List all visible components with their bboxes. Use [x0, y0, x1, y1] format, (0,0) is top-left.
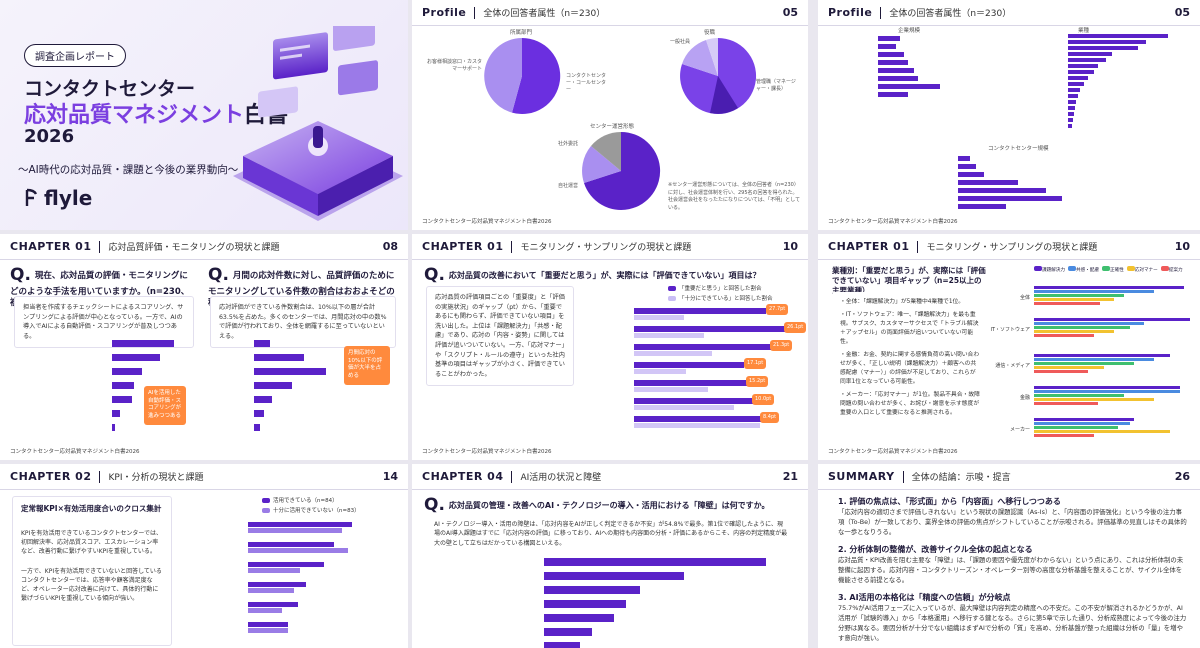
page-header: CHAPTER 01 モニタリング・サンプリングの現状と課題 10: [412, 234, 808, 260]
legend-important: 「重要だと思う」と回答した割合: [668, 284, 762, 292]
chart-label-position: 役職: [704, 30, 716, 36]
summary-heading-3: 3. AI活用の本格化は「精度への信頼」が分岐点: [838, 593, 1011, 602]
legend-utilized: 活用できている（n=84）: [262, 496, 338, 504]
page-header: CHAPTER 01 モニタリング・サンプリングの現状と課題 10: [818, 234, 1200, 260]
cover-subtitle: 〜AI時代の応対品質・課題と今後の業界動向〜: [18, 164, 239, 176]
pie-label: 一般社員: [669, 39, 690, 45]
section-title: モニタリング・サンプリングの現状と課題: [926, 243, 1098, 253]
page-header: CHAPTER 02 KPI・分析の現状と課題 14: [0, 464, 408, 490]
page-footer: コンタクトセンター応対品質マネジメント白書2026: [422, 449, 552, 455]
cover-illustration: [233, 26, 403, 221]
section-tag: CHAPTER 01: [828, 240, 910, 253]
profile-page-pies: Profile 全体の回答者属性（n＝230） 05 所属部門 お客様相談窓口・…: [412, 0, 808, 230]
operation-note: ※センター運営形態については、全体の回答者（n=230）に対し、社会運営体制を行…: [668, 182, 801, 211]
section-tag: CHAPTER 01: [10, 240, 92, 253]
summary-text-1: 「応対内容の適切さまで評価しきれない」という現状の課題認識（As-Is）と、「内…: [838, 508, 1187, 536]
description-2: 応対評価ができている件数割合は、10%以下の層が合計63.5%を占めた。多くのセ…: [210, 296, 396, 349]
chapter01-page10-industry: CHAPTER 01 モニタリング・サンプリングの現状と課題 10 業種別：「重…: [818, 234, 1200, 460]
industry-label: メーカー: [1009, 427, 1030, 433]
pie-label: 社外委託: [557, 141, 578, 147]
section-title: KPI・分析の現状と課題: [108, 473, 204, 483]
page-header: CHAPTER 01 応対品質評価・モニタリングの現状と課題 08: [0, 234, 408, 260]
page-header: SUMMARY 全体の結論：示唆・提言 26: [818, 464, 1200, 490]
section-title: モニタリング・サンプリングの現状と課題: [520, 243, 692, 253]
page-number: 08: [382, 240, 398, 253]
page-number: 10: [782, 240, 798, 253]
flyle-logo-icon: [25, 188, 38, 206]
page-number: 10: [1174, 240, 1190, 253]
page-header: Profile 全体の回答者属性（n＝230） 05: [412, 0, 808, 26]
chart-label-industry: 業種: [1078, 28, 1090, 34]
page-header: CHAPTER 04 AI活用の状況と障壁 21: [412, 464, 808, 490]
summary-heading-1: 1. 評価の焦点は、「形式面」から「内容面」へ移行しつつある: [838, 497, 1061, 506]
chapter02-page14: CHAPTER 02 KPI・分析の現状と課題 14 定常報KPI×有効活用度合…: [0, 464, 408, 648]
section-title: 全体の回答者属性（n＝230）: [483, 9, 606, 19]
page-footer: コンタクトセンター応対品質マネジメント白書2026: [10, 449, 140, 455]
page-header: Profile 全体の回答者属性（n＝230） 05: [818, 0, 1200, 26]
kpi-description: 定常報KPI×有効活用度合いのクロス集計 KPIを有効活用できているコンタクトセ…: [12, 496, 172, 646]
section-title: AI活用の状況と障壁: [520, 473, 602, 483]
pie-label: 自社運営: [557, 183, 578, 189]
report-badge: 調査企画レポート: [24, 44, 126, 67]
industry-label: IT・ソフトウェア: [990, 327, 1030, 333]
page-footer: コンタクトセンター応対品質マネジメント白書2026: [828, 449, 958, 455]
barrier-description: AI・テクノロジー導入・活用の障壁は、「応対内容をAIが正しく判定できるか不安」…: [426, 514, 796, 554]
chapter04-page21: CHAPTER 04 AI活用の状況と障壁 21 Q. 応対品質の管理・改善へのA…: [412, 464, 808, 648]
chapter01-page10-gap: CHAPTER 01 モニタリング・サンプリングの現状と課題 10 Q. 応対品質…: [412, 234, 808, 460]
section-title: 応対品質評価・モニタリングの現状と課題: [108, 243, 280, 253]
section-tag: Profile: [422, 6, 467, 19]
chart-label-operation: センター運営形態: [590, 124, 635, 130]
page-number: 05: [1174, 6, 1190, 19]
section-tag: SUMMARY: [828, 470, 895, 483]
pie-department: [484, 37, 561, 114]
industry-label: 全体: [1019, 295, 1030, 301]
page-footer: コンタクトセンター応対品質マネジメント白書2026: [828, 219, 958, 225]
section-tag: CHAPTER 01: [422, 240, 504, 253]
summary-page26: SUMMARY 全体の結論：示唆・提言 26 1. 評価の焦点は、「形式面」から…: [818, 464, 1200, 648]
section-tag: CHAPTER 02: [10, 470, 92, 483]
pie-position: [680, 37, 757, 114]
cover-title-line1: コンタクトセンター: [24, 78, 196, 100]
section-tag: Profile: [828, 6, 873, 19]
description: 応対品質の評価項目ごとの「重要度」と「評価の実施状況」のギャップ（pt）から、「…: [426, 286, 574, 387]
chart-label-center-size: コンタクトセンター規模: [988, 146, 1049, 152]
callout-ai-evaluation: AIを活用した自動評価・スコアリングが進みつつある: [144, 386, 186, 425]
description-1: 担当者を作成するチェックシートによるスコアリング、サンプリングによる評価が中心と…: [14, 296, 194, 349]
section-tag: CHAPTER 04: [422, 470, 504, 483]
section-title: 全体の回答者属性（n＝230）: [889, 9, 1012, 19]
callout-sampling: 月間応対の10%以下の評価が大半を占める: [344, 346, 390, 385]
chart-label-company-size: 企業規模: [898, 28, 921, 34]
cover-title-line2: 応対品質マネジメント白書: [24, 103, 288, 128]
pie-label: コンタクトセンター・コールセンター: [566, 73, 607, 93]
industry-points: ・全体：「課題解決力」が5業種中4業種で1位。 ・IT・ソフトウェア：唯一、「課…: [832, 292, 988, 424]
cover-year: 2026: [24, 126, 75, 147]
page-number: 26: [1174, 470, 1190, 483]
chapter01-page08: CHAPTER 01 応対品質評価・モニタリングの現状と課題 08 Q. 現在、応…: [0, 234, 408, 460]
pie-label: 管理職（マネージャー・課長）: [756, 79, 796, 92]
legend-achieved: 「十分にできている」と回答した割合: [668, 294, 773, 302]
profile-page-bars: Profile 全体の回答者属性（n＝230） 05 企業規模 業種 コンタクト…: [818, 0, 1200, 230]
page-number: 05: [782, 6, 798, 19]
page-footer: コンタクトセンター応対品質マネジメント白書2026: [422, 219, 552, 225]
flyle-logo: flyle: [24, 186, 92, 210]
pie-label: お客様相談窓口・カスタマーサポート: [426, 59, 482, 72]
summary-heading-2: 2. 分析体制の整備が、改善サイクル全体の起点となる: [838, 545, 1033, 554]
industry-label: 通信・メディア: [995, 363, 1030, 369]
page-number: 21: [782, 470, 798, 483]
summary-text-3: 75.7%がAI活用フェーズに入っているが、最大障壁は内容判定の精度への不安だ。…: [838, 604, 1187, 642]
industry-question: 業種別：「重要だと思う」が、実際には「評価できていない」項目ギャップ（n=25以…: [832, 266, 986, 296]
section-title: 全体の結論：示唆・提言: [911, 473, 1011, 483]
summary-text-2: 応対品質・KPI改善を阻む主要な「障壁」は、「課題の要因や優先度がわからない」と…: [838, 556, 1184, 584]
legend-not-utilized: 十分に活用できていない（n=83）: [262, 506, 360, 514]
cover-page: 調査企画レポート コンタクトセンター 応対品質マネジメント白書 2026 〜AI…: [0, 0, 408, 230]
chart-label-department: 所属部門: [510, 30, 533, 36]
page-number: 14: [382, 470, 398, 483]
industry-label: 金融: [1019, 395, 1030, 401]
industry-legend: 課題解決力 共感・配慮 正確性 応対マナー 提案力: [1034, 266, 1194, 273]
pie-operation: [582, 131, 661, 210]
